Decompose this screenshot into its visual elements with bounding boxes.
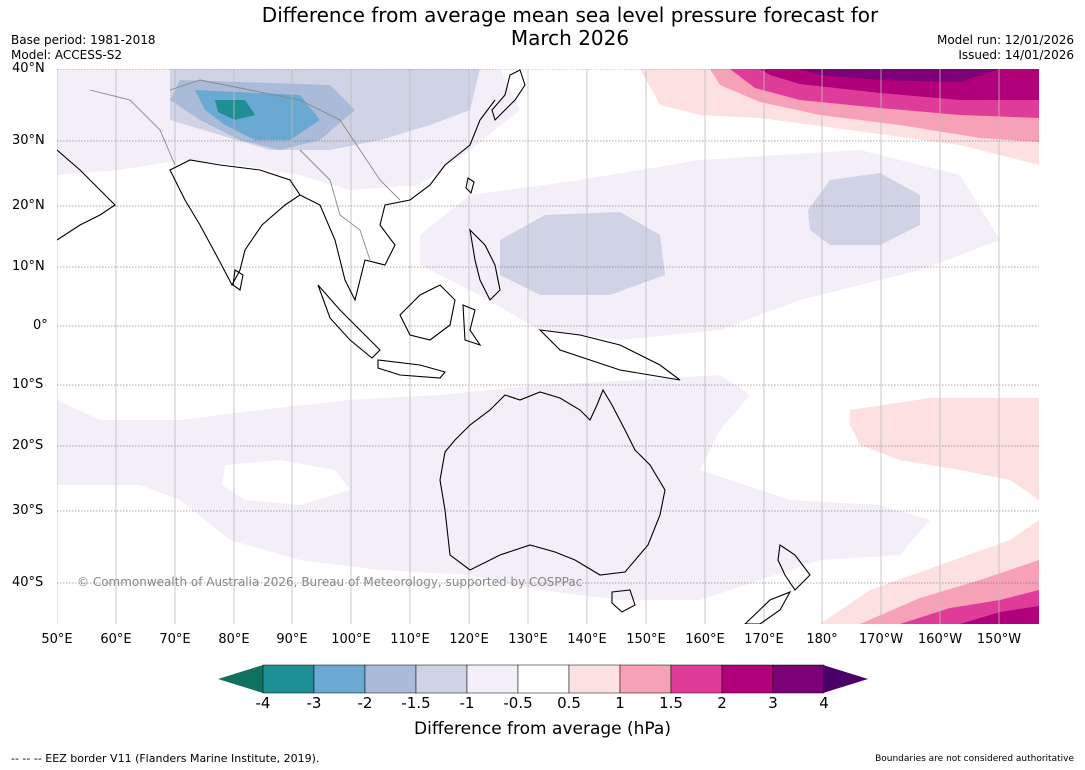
- lat-label: 10°S: [12, 377, 44, 392]
- lon-label: 170°W: [858, 632, 904, 647]
- lat-label: 40°N: [12, 61, 45, 76]
- eez-border-legend: -- -- -- EEZ border V11 (Flanders Marine…: [11, 752, 320, 765]
- colorbar-swatch: [364, 664, 417, 694]
- lon-label: 100°E: [331, 632, 371, 647]
- coastline-australia: [439, 388, 666, 576]
- coastline-sumatra: [317, 284, 381, 359]
- lon-label: 160°E: [685, 632, 725, 647]
- colorbar-tick: 1.5: [659, 694, 683, 712]
- anomaly-region-pacific-minus1-east: [808, 173, 920, 245]
- coastline-new-guinea: [538, 329, 681, 381]
- anomaly-region-south-minus05: [57, 375, 930, 600]
- colorbar-arrow-right: [823, 665, 868, 693]
- colorbar-swatch: [721, 664, 774, 694]
- coastline-sulawesi: [462, 304, 482, 347]
- meta-right: Model run: 12/01/2026 Issued: 14/01/2026: [937, 33, 1074, 63]
- colorbar-swatch: [415, 664, 468, 694]
- country-borders: [89, 79, 401, 261]
- lon-label: 160°W: [917, 632, 963, 647]
- colorbar-swatch: [619, 664, 672, 694]
- colorbar-tick: 1: [615, 694, 625, 712]
- coastline-taiwan: [465, 177, 475, 195]
- colorbar: [218, 664, 868, 694]
- colorbar-tick: 2: [717, 694, 727, 712]
- colorbar-label: Difference from average (hPa): [414, 719, 671, 739]
- colorbar-swatch: [670, 664, 723, 694]
- coastline-tasmania: [611, 589, 636, 613]
- base-period: Base period: 1981-2018: [11, 33, 156, 47]
- colorbar-tick: -3: [306, 694, 322, 712]
- colorbar-tick: -0.5: [503, 694, 533, 712]
- page-title: Difference from average mean sea level p…: [240, 4, 900, 50]
- coastline-nz-north: [777, 544, 811, 591]
- coastline-arabia: [57, 149, 116, 241]
- colorbar-tick: -2: [357, 694, 373, 712]
- lon-label: 140°E: [567, 632, 607, 647]
- lon-label: 110°E: [390, 632, 430, 647]
- colorbar-swatch: [466, 664, 519, 694]
- lon-label: 80°E: [218, 632, 250, 647]
- anomaly-region-sp-plus2: [960, 606, 1039, 624]
- colorbar-tick: -4: [255, 694, 271, 712]
- anomaly-region-asia-minus3: [215, 100, 255, 120]
- anomaly-region-np-plus3: [800, 69, 1000, 82]
- coastlines: [57, 69, 811, 624]
- coastline-nz-south: [744, 590, 792, 624]
- coastline-india: [169, 159, 301, 287]
- colorbar-swatch: [517, 664, 570, 694]
- colorbar-swatch: [772, 664, 825, 694]
- lon-label: 70°E: [159, 632, 191, 647]
- copyright-notice: © Commonwealth of Australia 2026, Bureau…: [77, 575, 583, 589]
- colorbar-arrow-left: [218, 665, 263, 693]
- coastline-philippines: [469, 228, 501, 301]
- longitude-gridlines: [57, 69, 1000, 624]
- lat-label: 20°S: [12, 438, 44, 453]
- lon-label: 50°E: [41, 632, 73, 647]
- coastline-japan: [491, 69, 526, 122]
- coastline-borneo: [399, 284, 456, 341]
- lon-label: 150°E: [626, 632, 666, 647]
- model-name: Model: ACCESS-S2: [11, 48, 123, 62]
- colorbar-tick: -1.5: [401, 694, 431, 712]
- lat-label: 10°N: [12, 259, 45, 274]
- colorbar-tick: -1: [459, 694, 475, 712]
- anomaly-region-sp-plus05-east: [850, 398, 1039, 500]
- lat-label: 0°: [33, 318, 48, 333]
- lat-label: 30°N: [12, 133, 45, 148]
- lon-label: 150°W: [976, 632, 1022, 647]
- anomaly-region-inner-white: [222, 460, 350, 505]
- lon-label: 170°E: [744, 632, 784, 647]
- lat-label: 30°S: [12, 503, 44, 518]
- colorbar-tick: 4: [819, 694, 829, 712]
- boundary-disclaimer: Boundaries are not considered authoritat…: [875, 754, 1074, 764]
- anomaly-region-pacific-minus1-west: [500, 212, 665, 295]
- coastline-java: [377, 359, 446, 379]
- colorbar-swatch: [313, 664, 366, 694]
- colorbar-tick: 0.5: [557, 694, 581, 712]
- lat-label: 20°N: [12, 198, 45, 213]
- colorbar-tick: 3: [768, 694, 778, 712]
- coastline-se-asia: [299, 99, 496, 302]
- colorbar-swatch: [568, 664, 621, 694]
- issued-date: Issued: 14/01/2026: [958, 48, 1074, 62]
- title-line-2: March 2026: [510, 26, 630, 50]
- model-run: Model run: 12/01/2026: [936, 33, 1074, 47]
- colorbar-swatch: [262, 664, 315, 694]
- meta-left: Base period: 1981-2018 Model: ACCESS-S2: [11, 33, 156, 63]
- title-line-1: Difference from average mean sea level p…: [261, 3, 879, 27]
- coastline-sri-lanka: [232, 269, 244, 291]
- lat-label: 40°S: [12, 575, 44, 590]
- lon-label: 120°E: [449, 632, 489, 647]
- lon-label: 180°: [806, 632, 838, 647]
- lon-label: 90°E: [276, 632, 308, 647]
- lon-label: 130°E: [508, 632, 548, 647]
- lon-label: 60°E: [100, 632, 132, 647]
